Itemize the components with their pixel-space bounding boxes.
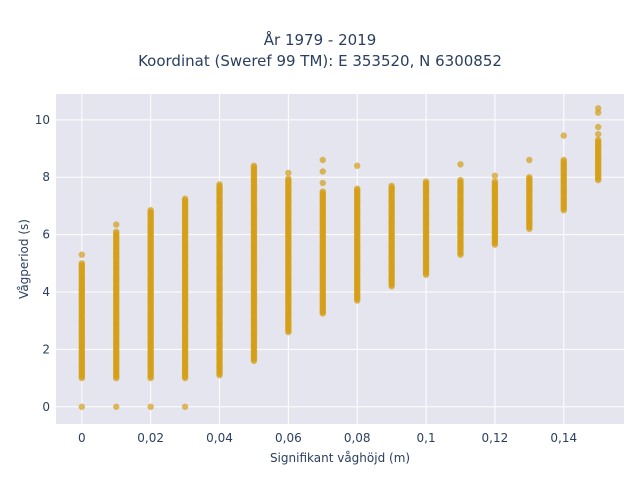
data-point xyxy=(216,181,223,188)
y-tick-label: 8 xyxy=(42,170,50,184)
y-tick-label: 4 xyxy=(42,285,50,299)
data-point xyxy=(388,182,395,190)
y-tick-label: 0 xyxy=(42,400,50,414)
x-tick-label: 0,14 xyxy=(550,431,577,445)
x-tick-label: 0 xyxy=(78,431,86,445)
data-point xyxy=(78,260,86,267)
y-tick-label: 2 xyxy=(42,342,50,356)
x-tick-label: 0,1 xyxy=(417,431,436,445)
data-point xyxy=(113,221,120,228)
data-point xyxy=(560,156,567,164)
data-point xyxy=(113,228,120,235)
data-point xyxy=(594,123,602,131)
y-tick-label: 6 xyxy=(42,228,50,242)
data-point xyxy=(181,403,189,410)
data-point xyxy=(319,179,326,187)
x-tick-label: 0,02 xyxy=(137,431,164,445)
data-point xyxy=(594,105,602,112)
data-point xyxy=(526,156,533,164)
data-point xyxy=(147,403,154,410)
x-axis-ticks: 0 0,02 0,04 0,06 0,08 0,1 0,12 0,14 xyxy=(78,431,577,445)
data-point xyxy=(560,132,567,139)
x-axis-label: Signifikant våghöjd (m) xyxy=(270,451,410,465)
chart-title-line-2: Koordinat (Sweref 99 TM): E 353520, N 63… xyxy=(138,52,502,70)
chart-title-line-1: År 1979 - 2019 xyxy=(263,31,377,49)
data-point xyxy=(422,178,430,185)
data-point xyxy=(285,175,292,182)
data-point xyxy=(78,403,86,410)
data-point xyxy=(354,185,361,192)
y-axis-label: Vågperiod (s) xyxy=(17,219,31,299)
data-point xyxy=(250,162,258,169)
data-point xyxy=(594,136,602,144)
data-point xyxy=(319,168,326,175)
x-tick-label: 0,08 xyxy=(344,431,371,445)
x-tick-label: 0,12 xyxy=(482,431,509,445)
data-point xyxy=(491,178,499,185)
data-point xyxy=(113,403,120,410)
data-point xyxy=(181,195,189,202)
data-point xyxy=(285,169,292,177)
y-axis-ticks: 0 2 4 6 8 10 xyxy=(35,113,50,414)
data-point xyxy=(457,161,464,168)
data-point xyxy=(594,130,602,138)
data-point xyxy=(457,176,464,184)
data-point xyxy=(491,172,499,179)
data-point xyxy=(319,188,326,195)
x-tick-label: 0,04 xyxy=(206,431,233,445)
data-point xyxy=(354,162,361,169)
data-point xyxy=(147,207,154,214)
data-point xyxy=(319,156,326,164)
y-tick-label: 10 xyxy=(35,113,50,127)
plot-area xyxy=(56,94,624,424)
x-tick-label: 0,06 xyxy=(275,431,302,445)
data-point xyxy=(526,174,533,181)
data-points xyxy=(78,105,602,410)
data-point xyxy=(78,251,86,258)
